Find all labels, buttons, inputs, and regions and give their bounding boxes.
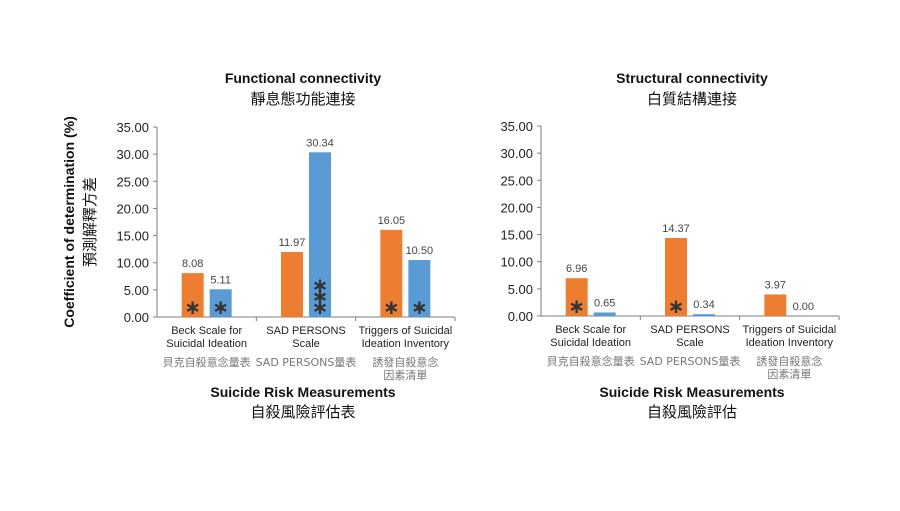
significance-star: ∗: [568, 294, 585, 318]
bar: [693, 314, 715, 316]
x-axis-title-zh: 自殺風險評估: [647, 403, 737, 421]
significance-stars: ∗: [568, 294, 585, 318]
data-label: 5.11: [210, 274, 231, 286]
x-category-label: SAD PERSONS: [266, 325, 345, 337]
significance-star: ∗: [312, 295, 329, 319]
data-label: 14.37: [662, 223, 690, 235]
x-category-label: Beck Scale for: [555, 324, 626, 336]
bar: [593, 312, 616, 316]
significance-stars: ∗: [184, 295, 201, 319]
x-category-label: Ideation Inventory: [362, 338, 450, 350]
bar: [380, 229, 403, 317]
chart-title: Structural connectivity: [616, 70, 768, 86]
x-category-label-zh: SAD PERSONS量表: [256, 355, 357, 369]
bar: [565, 278, 588, 316]
y-tick-label: 30.00: [116, 147, 149, 162]
data-label: 3.97: [765, 279, 786, 291]
data-label: 10.50: [406, 245, 434, 257]
y-tick-label: 5.00: [124, 283, 149, 298]
y-tick-label: 20.00: [116, 201, 149, 216]
y-axis-label-en: Coefficient of determination (%): [61, 116, 77, 328]
data-label: 0.00: [793, 301, 814, 313]
data-label: 0.65: [594, 297, 615, 309]
x-category-label: Suicidal Ideation: [550, 337, 631, 349]
significance-star: ∗: [312, 273, 329, 297]
x-category-label: Scale: [292, 338, 320, 350]
x-category-label: Triggers of Suicidal: [742, 324, 836, 336]
significance-star: ∗: [184, 295, 201, 319]
bar: [209, 289, 232, 317]
y-tick-label: 0.00: [508, 309, 533, 324]
y-tick-label: 25.00: [116, 174, 149, 189]
significance-star: ∗: [411, 295, 428, 319]
significance-stars: ∗: [411, 295, 428, 319]
chart-subtitle: 靜息態功能連接: [250, 90, 355, 108]
bar: [665, 237, 687, 316]
significance-star: ∗: [312, 284, 329, 308]
significance-star: ∗: [668, 294, 685, 318]
x-category-label: Ideation Inventory: [746, 337, 834, 349]
significance-stars: ∗: [383, 295, 400, 319]
y-tick-label: 15.00: [116, 229, 149, 244]
significance-stars: ∗∗∗: [312, 273, 329, 319]
x-category-label: Triggers of Suicidal: [358, 325, 452, 337]
x-category-label: Suicidal Ideation: [166, 338, 247, 350]
y-tick-label: 20.00: [500, 200, 533, 215]
bar: [309, 152, 331, 317]
y-axis-label-zh: 預測解釋方差: [81, 177, 99, 267]
data-label: 16.05: [378, 215, 406, 227]
data-label: 0.34: [693, 299, 714, 311]
x-category-label-zh: 貝克自殺意念量表: [163, 355, 251, 369]
x-axis-title: Suicide Risk Measurements: [210, 384, 395, 400]
data-label: 30.34: [306, 137, 334, 149]
significance-stars: ∗: [212, 295, 229, 319]
x-category-label: Beck Scale for: [171, 325, 242, 337]
chart-subtitle: 白質結構連接: [647, 90, 737, 108]
structural-connectivity-chart: Structural connectivity 白質結構連接 Suicide R…: [500, 70, 840, 421]
x-category-label-zh: 誘發自殺意念: [756, 354, 822, 368]
y-tick-label: 35.00: [116, 120, 149, 135]
y-tick-label: 0.00: [124, 310, 149, 325]
x-category-label-zh: 因素清單: [767, 368, 811, 381]
bar: [181, 273, 204, 317]
y-tick-label: 10.00: [500, 255, 533, 270]
data-label: 6.96: [566, 263, 587, 275]
significance-stars: ∗: [668, 294, 685, 318]
bar: [764, 294, 787, 316]
x-axis-title-zh: 自殺風險評估表: [250, 403, 355, 421]
x-category-label-zh: SAD PERSONS量表: [640, 354, 741, 368]
x-category-label-zh: 因素清單: [383, 369, 427, 382]
x-category-label: SAD PERSONS: [650, 324, 729, 336]
functional-connectivity-chart: Functional connectivity 靜息態功能連接 Suicide …: [116, 70, 456, 421]
data-label: 11.97: [279, 237, 306, 249]
y-tick-label: 25.00: [500, 173, 533, 188]
y-tick-label: 15.00: [500, 228, 533, 243]
x-axis-title: Suicide Risk Measurements: [599, 384, 784, 400]
x-category-label: Scale: [676, 337, 704, 349]
bar: [281, 252, 303, 317]
chart-title: Functional connectivity: [225, 70, 382, 86]
x-category-label-zh: 貝克自殺意念量表: [547, 354, 635, 368]
y-tick-label: 35.00: [500, 119, 533, 134]
bar: [408, 260, 431, 317]
y-tick-label: 10.00: [116, 256, 149, 271]
significance-star: ∗: [212, 295, 229, 319]
y-tick-label: 30.00: [500, 146, 533, 161]
data-label: 8.08: [182, 258, 203, 270]
y-tick-label: 5.00: [508, 282, 533, 297]
y-axis-label: Coefficient of determination (%) 預測解釋方差: [61, 116, 99, 328]
significance-star: ∗: [383, 295, 400, 319]
x-category-label-zh: 誘發自殺意念: [372, 355, 438, 369]
